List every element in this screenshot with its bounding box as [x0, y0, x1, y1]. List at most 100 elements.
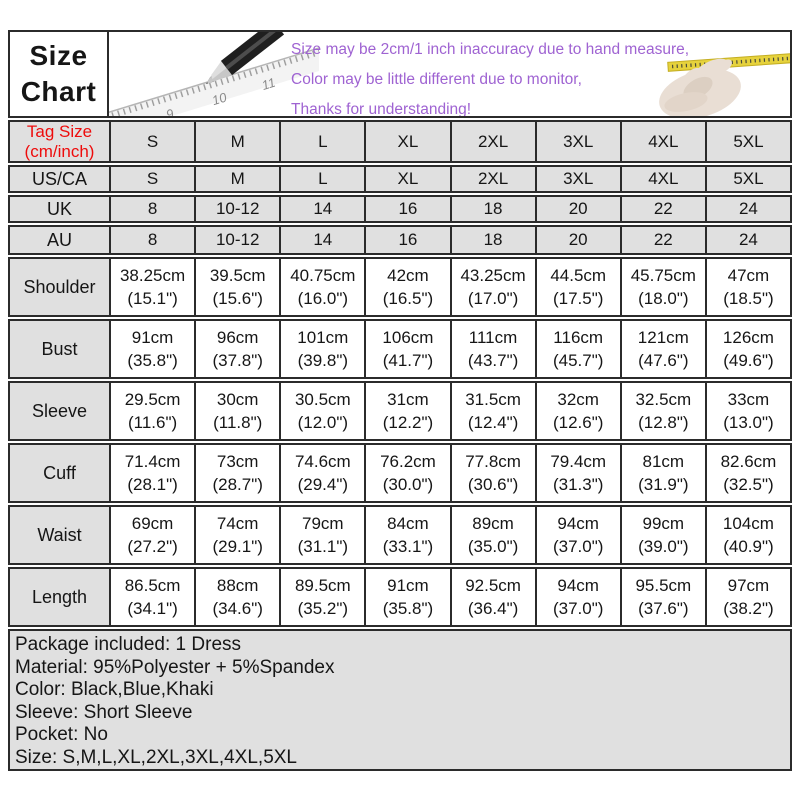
cell-shoulder-l: 40.75cm (16.0")	[279, 259, 364, 315]
cell-au-l: 14	[279, 227, 364, 253]
cell-uk-3xl: 20	[534, 197, 620, 221]
cell-line: 29.5cm	[124, 390, 181, 409]
disclaimer-line-1: Size may be 2cm/1 inch inaccuracy due to…	[291, 41, 690, 58]
cell-line: 73cm	[216, 452, 259, 471]
row-label-line: Shoulder	[23, 276, 96, 297]
cell-line: (17.5")	[552, 289, 604, 308]
cell-cuff-xl: 76.2cm (30.0")	[364, 445, 449, 501]
cell-line: (30.6")	[467, 475, 519, 494]
cell-bust-l: 101cm (39.8")	[279, 321, 364, 377]
cell-line: 39.5cm	[209, 266, 266, 285]
cell-line: 95.5cm	[635, 576, 692, 595]
cell-line: (34.6")	[212, 599, 263, 618]
cell-line: (11.6")	[127, 413, 178, 432]
cell-line: (41.7")	[382, 351, 434, 370]
cell-line: 32.5cm	[635, 390, 692, 409]
cell-line: (39.0")	[638, 537, 689, 556]
cell-line: 74cm	[216, 514, 259, 533]
cell-line: 38.25cm	[119, 266, 186, 285]
table-row-waist: Waist 69cm (27.2") 74cm (29.1") 79cm (31.1") 84…	[8, 505, 792, 565]
cell-line: 4XL	[648, 169, 679, 188]
cell-line: 94cm	[557, 576, 599, 595]
cell-line: 111cm	[468, 328, 518, 347]
table-row-au: AU 8 10-12 14 16 18 20 22 24	[8, 225, 792, 255]
cell-us-ca-m: M	[194, 167, 279, 191]
table-row-cuff: Cuff 71.4cm (28.1") 73cm (28.7") 74.6cm (29.4"…	[8, 443, 792, 503]
title-line-1: Size	[29, 40, 88, 71]
row-label-line: Sleeve	[31, 400, 88, 421]
cell-bust-m: 96cm (37.8")	[194, 321, 279, 377]
cell-shoulder-s: 38.25cm (15.1")	[109, 259, 194, 315]
cell-uk-m: 10-12	[194, 197, 279, 221]
cell-us-ca-3xl: 3XL	[534, 167, 620, 191]
cell-waist-s: 69cm (27.2")	[109, 507, 194, 563]
cell-line: 104cm	[722, 514, 774, 533]
cell-tag-size-2xl: 2XL	[449, 122, 535, 161]
cell-line: M	[230, 131, 245, 151]
cell-line: 40.75cm	[290, 266, 356, 285]
cell-au-3xl: 20	[534, 227, 620, 253]
cell-line: 30.5cm	[294, 390, 351, 409]
cell-line: 76.2cm	[380, 452, 436, 471]
cell-line: (28.7")	[212, 475, 263, 494]
cell-line: L	[318, 169, 328, 188]
measure-disclaimer: Size may be 2cm/1 inch inaccuracy due to…	[291, 35, 689, 116]
cell-line: (13.0")	[723, 413, 774, 432]
svg-text:11: 11	[260, 75, 277, 93]
cell-line: 2XL	[477, 169, 509, 188]
cell-bust-xl: 106cm (41.7")	[364, 321, 449, 377]
size-chart-sheet: Size Chart 9 10 11	[8, 30, 792, 771]
cell-line: 89.5cm	[294, 576, 351, 595]
cell-line: (37.0")	[552, 537, 604, 556]
cell-line: 91cm	[387, 576, 429, 595]
cell-line: 32cm	[557, 390, 599, 409]
row-label-line: Length	[31, 586, 88, 607]
svg-text:10: 10	[210, 89, 229, 108]
cell-au-2xl: 18	[449, 227, 535, 253]
cell-line: 79.4cm	[550, 452, 607, 471]
product-info: Package included: 1 Dress Material: 95%P…	[8, 629, 792, 771]
cell-line: (29.1")	[212, 537, 263, 556]
cell-line: (45.7")	[552, 351, 604, 370]
cell-shoulder-m: 39.5cm (15.6")	[194, 259, 279, 315]
table-row-shoulder: Shoulder 38.25cm (15.1") 39.5cm (15.6") 40.75…	[8, 257, 792, 317]
size-table-body: Tag Size (cm/inch) S M L XL 2XL 3XL 4XL 5XL US/CA S…	[8, 120, 792, 627]
cell-sleeve-4xl: 32.5cm (12.8")	[619, 383, 705, 439]
cell-bust-5xl: 126cm (49.6")	[704, 321, 790, 377]
cell-bust-4xl: 121cm (47.6")	[619, 321, 705, 377]
cell-line: 77.8cm	[465, 452, 521, 471]
cell-uk-5xl: 24	[704, 197, 790, 221]
cell-length-s: 86.5cm (34.1")	[109, 569, 194, 625]
hand-measuring-tape-icon	[659, 53, 790, 116]
cell-uk-2xl: 18	[449, 197, 535, 221]
cell-tag-size-5xl: 5XL	[704, 122, 790, 161]
cell-waist-2xl: 89cm (35.0")	[449, 507, 535, 563]
cell-line: 10-12	[215, 230, 260, 249]
cell-length-l: 89.5cm (35.2")	[279, 569, 364, 625]
pencil-ruler-icon: 9 10 11	[109, 32, 319, 116]
cell-line: 30cm	[216, 390, 259, 409]
cell-line: M	[230, 169, 245, 188]
cell-line: 31.5cm	[465, 390, 521, 409]
cell-line: 94cm	[557, 514, 599, 533]
cell-tag-size-xl: XL	[364, 122, 449, 161]
cell-line: 42cm	[387, 266, 429, 285]
cell-length-2xl: 92.5cm (36.4")	[449, 569, 535, 625]
cell-line: 10-12	[215, 199, 260, 218]
cell-waist-5xl: 104cm (40.9")	[704, 507, 790, 563]
cell-cuff-4xl: 81cm (31.9")	[619, 445, 705, 501]
cell-line: (16.0")	[297, 289, 349, 308]
row-label-line: AU	[46, 229, 72, 250]
cell-line: 45.75cm	[630, 266, 696, 285]
product-info-color: Color: Black,Blue,Khaki	[15, 679, 214, 700]
cell-us-ca-l: L	[279, 167, 364, 191]
cell-line: 101cm	[297, 328, 349, 347]
header-row: Size Chart 9 10 11	[8, 30, 792, 118]
cell-au-m: 10-12	[194, 227, 279, 253]
table-row-uk: UK 8 10-12 14 16 18 20 22 24	[8, 195, 792, 223]
cell-tag-size-l: L	[279, 122, 364, 161]
cell-line: 71.4cm	[124, 452, 181, 471]
cell-cuff-s: 71.4cm (28.1")	[109, 445, 194, 501]
row-label-line: Bust	[41, 338, 78, 359]
cell-line: (12.0")	[297, 413, 349, 432]
